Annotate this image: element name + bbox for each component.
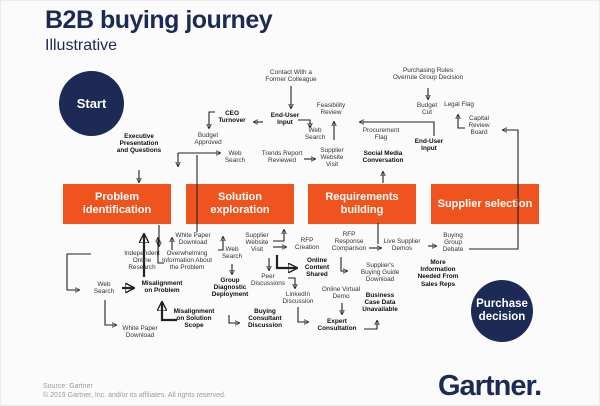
budget-cut: Budget Cut [416,102,438,117]
ceo-turnover: CEO Turnover [218,110,246,125]
misalignment-on-solution-scope: Misalignment on Solution Scope [173,308,215,330]
end-user-input-right: End-User Input [414,138,444,153]
online-content-shared: Online Content Shared [304,257,330,279]
web-search-mid: Web Search [221,246,243,261]
white-paper-download-top: White Paper Download [175,232,211,247]
page-title: B2B buying journey [45,6,273,34]
social-media-conversation: Social Media Conversation [362,150,404,165]
gartner-logo: Gartner. [438,370,542,402]
arrow-group-to-consultant [228,315,239,323]
arrow-visit-to-content-shared [275,255,296,268]
group-diagnostic-deployment: Group Diagnostic Deployment [211,277,249,299]
supplier-website-visit-top: Supplier Website Visit [320,147,344,169]
independent-online-research: Independent Online Research [124,250,160,272]
rfp-response-comparison: RFP Response Comparison [331,231,367,253]
buying-group-debate: Buying Group Debate [442,232,464,254]
footer-copyright: © 2019 Gartner, Inc. and/or its affiliat… [43,392,226,399]
online-virtual-demo: Online Virtual Demo [321,286,361,301]
buying-consultant-discussion: Buying Consultant Discussion [247,308,283,330]
rfp-creation: RFP Creation [294,237,320,252]
web-search-feasibility: Web Search [304,127,326,142]
arrow-peer-to-linkedin [288,277,295,288]
trends-report-reviewed: Trends Report Reviewed [261,150,303,165]
suppliers-buying-guide-download: Supplier's Buying Guide Download [360,262,400,284]
business-case-data-unavailable: Business Case Data Unavailable [362,292,398,314]
arrow-research-to-websearch-left [66,253,91,290]
arrow-visit-up-box2 [273,230,284,242]
arrow-ceo-to-budget-approved [209,111,215,128]
executive-presentation: Executive Presentation and Questions [116,133,162,155]
arrow-capital-to-legal-flag [458,115,465,129]
contact-former-colleague: Contact With a Former Colleague [265,69,317,84]
budget-approved: Budget Approved [194,132,222,147]
feasibility-review: Feasibility Review [316,102,346,117]
legal-flag: Legal Flag [444,101,474,108]
web-search-trends: Web Search [224,150,246,165]
end-user-input-top: End-User Input [270,112,300,127]
start-circle: Start [59,71,124,136]
expert-consultation: Expert Consultation [317,318,357,333]
arrow-rfp-response-to-guide [340,257,347,271]
misalignment-on-problem: Misalignment on Problem [141,280,183,295]
live-supplier-demos: Live Supplier Demos [383,238,421,253]
purchase-decision-circle: Purchase decision [471,280,533,342]
supplier-website-visit-bottom: Supplier Website Visit [245,232,269,254]
procurement-flag: Procurement Flag [362,127,400,142]
peer-discussions: Peer Discussions [250,273,286,288]
linkedin-discussion: LinkedIn Discussion [282,291,314,306]
stage-requirements-building: Requirements building [308,184,416,224]
overwhelming-information: Overwhelming Information About the Probl… [161,250,213,272]
page-subtitle: Illustrative [45,36,118,54]
header: B2B buying journey Illustrative [45,6,273,55]
stage-supplier-selection: Supplier selection [431,184,539,224]
arrow-websearch-to-whitepaper-bottom [104,300,116,325]
arrow-expert-to-business-case [364,321,377,330]
stage-problem-identification: Problem identification [63,184,171,224]
capital-review-board: Capital Review Board [468,115,490,137]
footer-source: Source: Gartner [43,383,93,390]
arrow-enduser-to-websearch [298,119,310,127]
arrow-linkedin-to-expert [297,307,308,322]
purchasing-rules-overrule: Purchasing Rules Overrule Group Decision [392,67,464,82]
web-search-left: Web Search [93,281,115,296]
white-paper-download-bottom: White Paper Download [122,325,158,340]
stage-solution-exploration: Solution exploration [186,184,294,224]
more-information-needed: More Information Needed From Sales Reps [417,259,459,288]
